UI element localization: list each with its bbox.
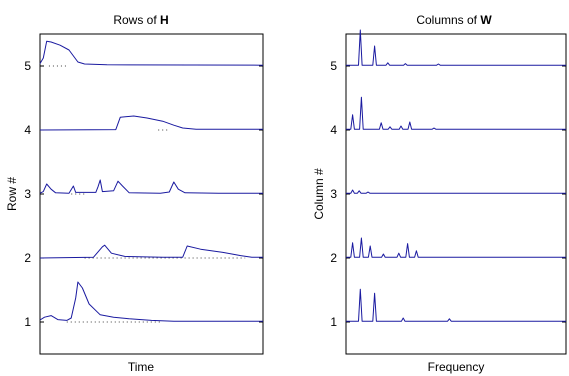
y-axis-label: Row #: [5, 177, 19, 211]
chart-title: Columns of W: [416, 13, 492, 27]
plot-frame: [345, 33, 567, 355]
series-line-3: [39, 179, 263, 194]
y-tick-label: 4: [330, 123, 337, 137]
panel-columns-of-w: Columns of W Frequency Column # 1 2 3 4 5: [312, 13, 567, 374]
chart-title: Rows of H: [113, 13, 168, 27]
series-line-5: [39, 40, 264, 66]
y-tick-label: 3: [24, 187, 31, 201]
y-tick-label: 5: [330, 59, 337, 73]
series-group: [346, 29, 566, 322]
x-axis-label: Time: [128, 360, 155, 374]
series-line-1: [39, 281, 263, 322]
series-line-2: [346, 237, 566, 258]
y-tick-label: 2: [330, 251, 337, 265]
y-ticks: 1 2 3 4 5: [24, 59, 263, 329]
series-line-1: [346, 288, 566, 322]
series-group: [39, 40, 264, 323]
y-tick-label: 5: [24, 59, 31, 73]
y-tick-label: 1: [24, 315, 31, 329]
series-line-3: [346, 189, 566, 194]
y-ticks: 1 2 3 4 5: [330, 59, 566, 329]
y-tick-label: 4: [24, 123, 31, 137]
y-axis-label: Column #: [312, 168, 326, 220]
panel-rows-of-h: Rows of H Time Row # 1 2 3 4 5: [5, 13, 264, 374]
series-line-4: [346, 96, 566, 130]
y-tick-label: 2: [24, 251, 31, 265]
series-line-2: [39, 244, 263, 259]
series-line-4: [39, 115, 263, 131]
series-line-5: [346, 29, 566, 66]
y-tick-label: 1: [330, 315, 337, 329]
y-tick-label: 3: [330, 187, 337, 201]
x-axis-label: Frequency: [428, 360, 485, 374]
